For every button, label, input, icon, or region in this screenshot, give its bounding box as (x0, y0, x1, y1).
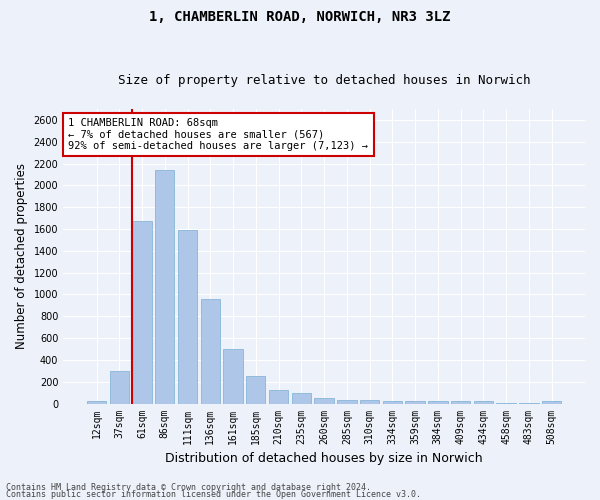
Bar (383, 402, 402, 404)
Bar (428, 402, 448, 404)
Bar (473, 402, 493, 404)
Bar (496, 403, 516, 404)
Text: Contains HM Land Registry data © Crown copyright and database right 2024.: Contains HM Land Registry data © Crown c… (6, 484, 371, 492)
Bar (246, 376, 265, 404)
Bar (178, 230, 197, 404)
Bar (314, 398, 334, 404)
Bar (110, 371, 129, 404)
Bar (200, 299, 220, 404)
X-axis label: Distribution of detached houses by size in Norwich: Distribution of detached houses by size … (165, 452, 483, 465)
Text: Contains public sector information licensed under the Open Government Licence v3: Contains public sector information licen… (6, 490, 421, 499)
Bar (133, 222, 152, 404)
Y-axis label: Number of detached properties: Number of detached properties (15, 164, 28, 350)
Bar (87, 401, 106, 404)
Bar (223, 349, 243, 404)
Bar (360, 400, 379, 404)
Bar (451, 402, 470, 404)
Text: 1 CHAMBERLIN ROAD: 68sqm
← 7% of detached houses are smaller (567)
92% of semi-d: 1 CHAMBERLIN ROAD: 68sqm ← 7% of detache… (68, 118, 368, 151)
Bar (269, 390, 288, 404)
Text: 1, CHAMBERLIN ROAD, NORWICH, NR3 3LZ: 1, CHAMBERLIN ROAD, NORWICH, NR3 3LZ (149, 10, 451, 24)
Bar (542, 401, 561, 404)
Bar (406, 402, 425, 404)
Bar (292, 392, 311, 404)
Bar (155, 170, 175, 404)
Title: Size of property relative to detached houses in Norwich: Size of property relative to detached ho… (118, 74, 530, 87)
Bar (519, 403, 539, 404)
Bar (337, 400, 356, 404)
